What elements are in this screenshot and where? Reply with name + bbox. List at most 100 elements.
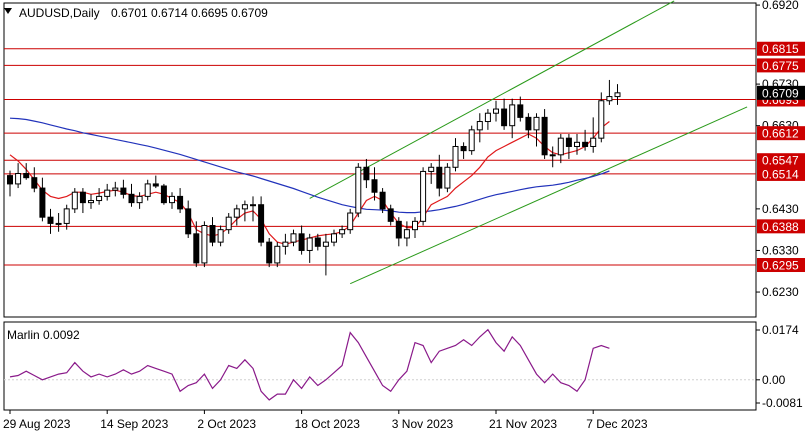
- candle: [331, 229, 337, 247]
- candle: [541, 109, 548, 159]
- candle: [152, 175, 159, 189]
- level-price-label: 0.6815: [762, 42, 799, 56]
- candle-body: [322, 241, 329, 247]
- candle: [177, 188, 184, 214]
- candle: [31, 167, 38, 193]
- indicator-y-tick-label: -0.0081: [762, 396, 803, 410]
- candle: [79, 188, 86, 214]
- candle: [574, 134, 580, 155]
- candle: [104, 183, 111, 201]
- candle-body: [598, 100, 605, 139]
- candle-body: [233, 208, 240, 218]
- candle: [436, 154, 443, 197]
- candle-body: [266, 241, 273, 264]
- candle: [88, 194, 94, 209]
- candle-body: [120, 187, 127, 195]
- candle-body: [379, 191, 386, 210]
- candle: [193, 221, 200, 268]
- candle-body: [112, 187, 119, 191]
- level-price-tag: [757, 258, 805, 273]
- candle-body: [403, 229, 410, 239]
- candle: [112, 181, 119, 197]
- candle-body: [331, 233, 337, 243]
- candle-body: [282, 241, 289, 247]
- x-tick-label: 7 Dec 2023: [586, 417, 648, 431]
- candle-body: [88, 200, 94, 204]
- candle: [128, 183, 135, 207]
- candle: [71, 188, 78, 214]
- candle: [96, 188, 103, 205]
- candle-body: [160, 185, 167, 204]
- candle-body: [582, 141, 589, 147]
- candle: [444, 163, 451, 193]
- candle: [493, 100, 499, 122]
- candle-body: [258, 204, 265, 243]
- candle-body: [136, 195, 143, 204]
- candle: [201, 221, 208, 268]
- level-price-tag: [757, 153, 805, 168]
- candle-body: [614, 92, 621, 98]
- candle: [39, 177, 46, 222]
- marlin-indicator-line: [9, 328, 610, 401]
- candle-body: [225, 216, 232, 231]
- candle-body: [169, 195, 175, 204]
- candle-body: [96, 195, 103, 202]
- candle: [339, 225, 346, 238]
- candle-body: [355, 166, 362, 214]
- candle-body: [79, 191, 86, 204]
- candle: [533, 113, 540, 147]
- candle-body: [509, 104, 516, 127]
- candle-body: [15, 173, 22, 185]
- candle-body: [371, 179, 378, 193]
- candle: [209, 217, 216, 247]
- main-pane: 0.69200.67300.66300.64300.63300.62300.68…: [3, 0, 805, 318]
- x-tick-label: 29 Aug 2023: [3, 417, 71, 431]
- candle-body: [590, 137, 597, 147]
- candle: [314, 233, 321, 251]
- candle: [144, 179, 151, 201]
- candle-body: [298, 233, 305, 251]
- level-price-label: 0.6547: [762, 154, 799, 168]
- candle: [606, 79, 613, 105]
- candle: [355, 163, 362, 218]
- x-tick-label: 18 Oct 2023: [295, 417, 361, 431]
- candle: [7, 170, 13, 197]
- candle: [403, 221, 410, 247]
- x-tick-label: 21 Nov 2023: [489, 417, 557, 431]
- candle: [452, 138, 459, 172]
- candle-body: [47, 216, 54, 224]
- candle: [233, 204, 240, 226]
- candle-body: [7, 175, 13, 185]
- candle: [290, 229, 297, 247]
- indicator-label: Marlin 0.0092: [7, 328, 80, 342]
- candle: [509, 98, 516, 139]
- candle-body: [152, 183, 159, 187]
- chart-header: AUDUSD,Daily 0.6701 0.6714 0.6695 0.6709: [4, 6, 268, 20]
- candle-body: [428, 166, 435, 172]
- candle-body: [444, 166, 451, 189]
- candle: [250, 196, 256, 222]
- candle: [282, 233, 289, 255]
- candle-body: [484, 112, 491, 123]
- candle-body: [363, 166, 370, 181]
- symbol-label: AUDUSD,Daily: [19, 6, 100, 20]
- candle-body: [55, 222, 62, 225]
- candle-body: [549, 154, 556, 157]
- candle-body: [290, 233, 297, 243]
- candle-body: [217, 229, 224, 243]
- candle: [412, 217, 418, 238]
- level-price-label: 0.6388: [762, 220, 799, 234]
- candle-body: [525, 116, 532, 131]
- channel-line-upper: [309, 0, 675, 199]
- candle-body: [23, 173, 30, 179]
- y-tick-label: 0.6330: [762, 243, 799, 257]
- candle: [136, 192, 143, 209]
- candle-body: [39, 187, 46, 218]
- collapse-arrow-icon[interactable]: [4, 8, 12, 14]
- candle-body: [501, 108, 508, 127]
- candle-body: [606, 96, 613, 102]
- candle-body: [557, 137, 564, 156]
- candle: [298, 225, 305, 255]
- candle: [501, 98, 508, 130]
